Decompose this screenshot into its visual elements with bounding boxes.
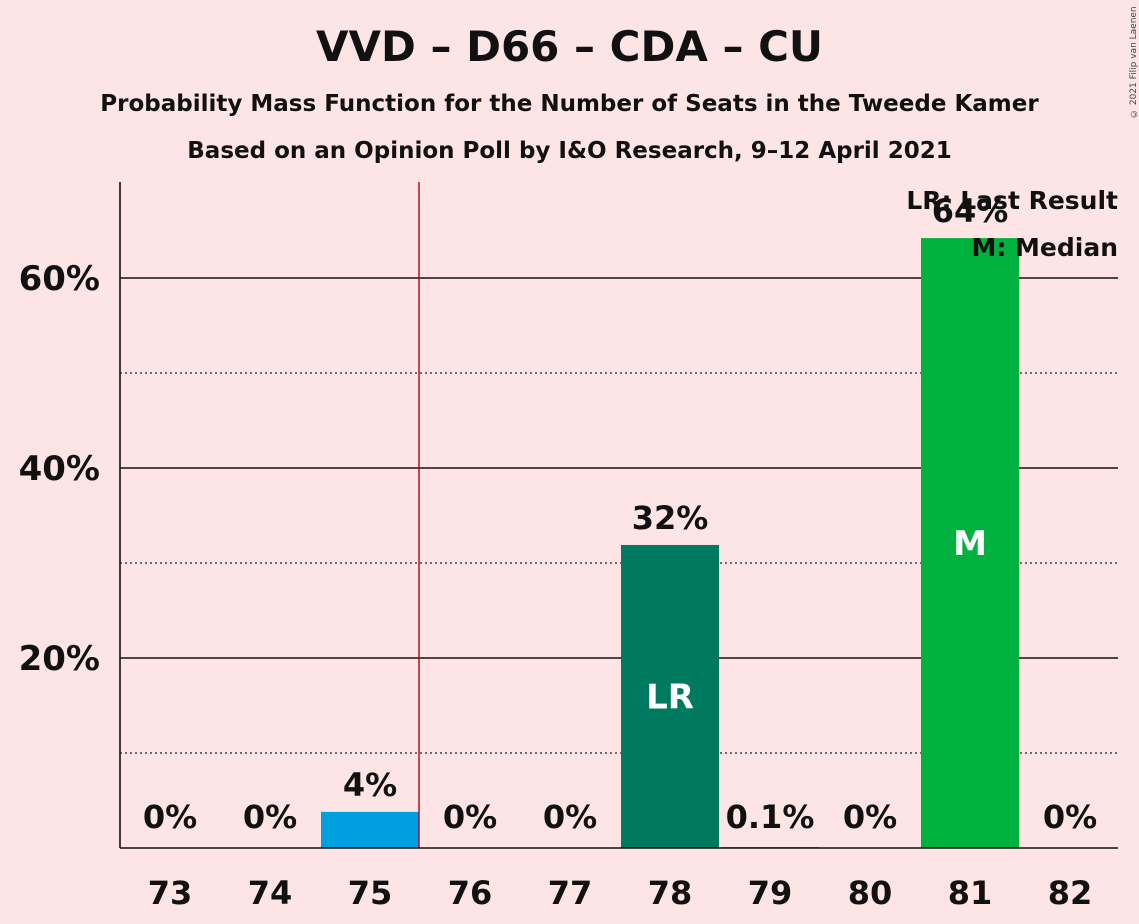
chart-title: VVD – D66 – CDA – CU [315, 22, 824, 71]
data-label-75: 4% [343, 766, 397, 804]
data-label-77: 0% [543, 798, 597, 836]
data-label-82: 0% [1043, 798, 1097, 836]
x-tick-label: 75 [348, 874, 393, 912]
data-label-79: 0.1% [726, 798, 815, 836]
data-label-74: 0% [243, 798, 297, 836]
data-label-81: 64% [932, 192, 1009, 230]
data-label-76: 0% [443, 798, 497, 836]
y-tick-label: 60% [19, 259, 100, 299]
bar-marker-m: M [953, 524, 987, 564]
data-label-73: 0% [143, 798, 197, 836]
bar-marker-lr: LR [646, 677, 694, 717]
bar-75 [321, 811, 419, 848]
chart-subtitle: Probability Mass Function for the Number… [100, 91, 1039, 117]
y-tick-label: 20% [19, 639, 100, 679]
legend-entry: LR: Last Result [906, 186, 1118, 215]
bar-78 [621, 544, 719, 848]
x-tick-label: 81 [948, 874, 993, 912]
x-tick-label: 78 [648, 874, 693, 912]
x-tick-label: 74 [248, 874, 293, 912]
legend-entry: M: Median [971, 233, 1118, 262]
y-tick-label: 40% [19, 449, 100, 489]
x-tick-label: 77 [548, 874, 593, 912]
chart-subtitle-source: Based on an Opinion Poll by I&O Research… [187, 138, 952, 164]
x-tick-label: 80 [848, 874, 893, 912]
data-label-78: 32% [632, 499, 709, 537]
x-tick-label: 76 [448, 874, 493, 912]
data-label-80: 0% [843, 798, 897, 836]
x-tick-label: 79 [748, 874, 793, 912]
x-tick-label: 73 [148, 874, 193, 912]
bar-81 [921, 238, 1019, 849]
x-tick-label: 82 [1048, 874, 1093, 912]
